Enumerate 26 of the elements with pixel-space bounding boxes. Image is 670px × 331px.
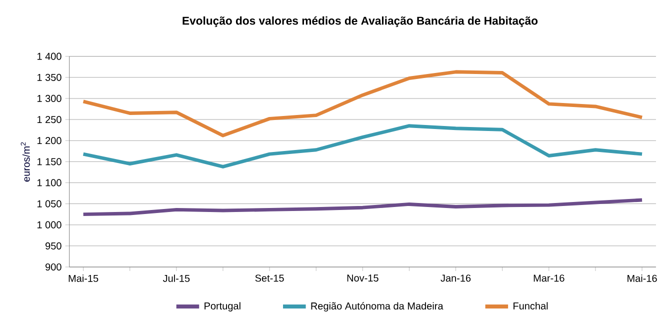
y-tick-label: 1 300: [37, 94, 62, 102]
legend-label: Portugal: [204, 302, 240, 312]
line-series: [82, 70, 644, 138]
x-tick-label: Mai-16: [628, 274, 657, 282]
x-tick-label: Set-15: [255, 274, 284, 282]
y-tick-label: 1 000: [37, 221, 62, 228]
y-tick-label: 1 400: [37, 52, 62, 60]
y-tick-label: 1 200: [37, 137, 62, 144]
line-series: [82, 124, 644, 168]
y-tick-label: 1 100: [37, 179, 62, 186]
y-axis-title: euros/m$^{2}$: [20, 142, 30, 182]
legend-label: Funchal: [514, 302, 548, 310]
x-tick-label: Jul-15: [162, 274, 190, 282]
y-tick-label: 950: [46, 242, 62, 250]
y-tick-label: 1 250: [37, 116, 62, 124]
y-tick-label: 1 150: [37, 158, 62, 166]
x-tick-label: Mai-15: [68, 274, 98, 282]
y-tick-label: 900: [46, 263, 62, 271]
chart-title: Evolução dos valores médios de Avaliação Bancária de Habitação: [182, 16, 538, 27]
x-tick-label: Nov-15: [347, 274, 378, 282]
line-series: [82, 198, 644, 216]
y-tick-label: 1 050: [37, 200, 62, 208]
x-tick-label: Mar-16: [534, 274, 564, 282]
y-tick-label: 1 350: [37, 74, 62, 81]
x-tick-label: Jan-16: [440, 274, 471, 282]
legend-label: Região Autónoma da Madeira: [311, 302, 444, 312]
